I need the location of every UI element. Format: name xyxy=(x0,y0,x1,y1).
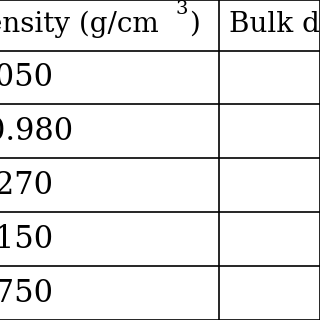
Text: .050: .050 xyxy=(0,62,54,93)
Text: ): ) xyxy=(189,11,200,37)
Text: .270: .270 xyxy=(0,170,54,201)
Text: ensity (g/cm: ensity (g/cm xyxy=(0,10,158,38)
Text: Bulk d: Bulk d xyxy=(229,11,320,37)
Text: .150: .150 xyxy=(0,224,54,255)
Text: .750: .750 xyxy=(0,278,54,309)
Text: 0.980: 0.980 xyxy=(0,116,73,147)
Text: 3: 3 xyxy=(176,0,188,18)
